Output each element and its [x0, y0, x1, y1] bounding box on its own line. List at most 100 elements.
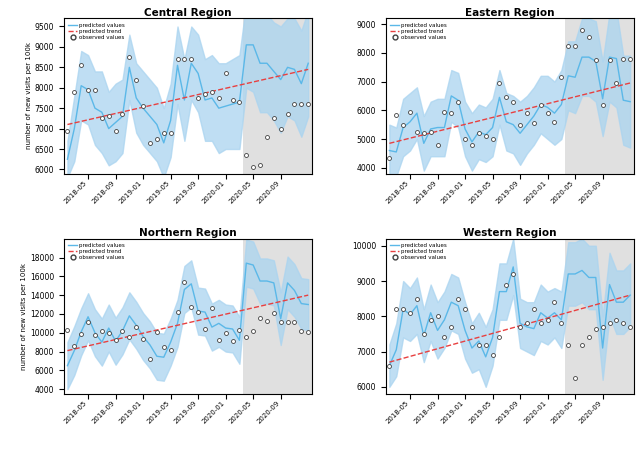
- Title: Western Region: Western Region: [463, 228, 557, 238]
- Point: [221, 329, 231, 337]
- Point: [522, 109, 532, 117]
- Point: [90, 86, 100, 93]
- Point: [276, 125, 286, 132]
- Point: [214, 337, 224, 344]
- Point: [426, 128, 436, 136]
- Point: [152, 328, 162, 335]
- Point: [405, 108, 415, 115]
- Point: [214, 94, 224, 102]
- Point: [474, 341, 484, 348]
- Point: [577, 26, 587, 33]
- Point: [467, 323, 477, 331]
- Point: [179, 278, 189, 286]
- Point: [193, 308, 204, 316]
- Point: [412, 128, 422, 136]
- Point: [227, 96, 237, 104]
- Legend: predicted values, predicted trend, observed values: predicted values, predicted trend, obser…: [67, 241, 127, 262]
- Point: [618, 320, 628, 327]
- Point: [508, 270, 518, 278]
- Point: [439, 334, 449, 341]
- Point: [138, 336, 148, 343]
- Bar: [565, 239, 634, 394]
- Point: [460, 305, 470, 313]
- Point: [584, 334, 594, 341]
- Point: [255, 314, 265, 322]
- Point: [138, 103, 148, 110]
- Point: [446, 109, 456, 117]
- Point: [570, 374, 580, 382]
- Point: [405, 309, 415, 316]
- Point: [494, 79, 504, 87]
- Point: [172, 55, 182, 63]
- Point: [433, 141, 443, 148]
- Point: [241, 152, 252, 159]
- Point: [446, 323, 456, 331]
- Point: [556, 320, 566, 327]
- Point: [412, 295, 422, 302]
- Point: [303, 328, 314, 335]
- Point: [391, 111, 401, 118]
- Point: [563, 42, 573, 49]
- Point: [543, 109, 553, 117]
- Point: [419, 130, 429, 137]
- Point: [433, 313, 443, 320]
- Bar: [565, 18, 634, 174]
- Point: [117, 327, 127, 334]
- Point: [166, 346, 176, 353]
- Title: Central Region: Central Region: [144, 7, 232, 17]
- Point: [501, 281, 511, 288]
- Point: [474, 130, 484, 137]
- Point: [124, 54, 134, 61]
- Point: [111, 127, 121, 134]
- Point: [563, 341, 573, 348]
- Point: [384, 362, 394, 369]
- Point: [269, 309, 279, 316]
- Point: [494, 334, 504, 341]
- Point: [262, 133, 272, 141]
- Point: [426, 316, 436, 323]
- Point: [398, 305, 408, 313]
- Point: [97, 114, 107, 122]
- Legend: predicted values, predicted trend, observed values: predicted values, predicted trend, obser…: [388, 21, 449, 42]
- Point: [584, 33, 594, 41]
- Point: [90, 331, 100, 338]
- Point: [529, 305, 539, 313]
- Point: [515, 121, 525, 128]
- Point: [453, 98, 463, 105]
- Point: [419, 330, 429, 338]
- Bar: [243, 239, 312, 394]
- Point: [439, 108, 449, 115]
- Point: [467, 141, 477, 148]
- Point: [255, 162, 265, 169]
- Point: [234, 326, 244, 333]
- Point: [508, 98, 518, 105]
- Point: [179, 55, 189, 63]
- Point: [296, 327, 307, 334]
- Point: [207, 305, 217, 312]
- Point: [104, 113, 114, 120]
- Point: [76, 62, 86, 69]
- Point: [282, 319, 292, 326]
- Point: [76, 330, 86, 338]
- Point: [186, 55, 196, 63]
- Point: [111, 337, 121, 344]
- Point: [604, 320, 614, 327]
- Title: Northern Region: Northern Region: [139, 228, 237, 238]
- Point: [625, 323, 636, 331]
- Point: [234, 98, 244, 106]
- Point: [453, 295, 463, 302]
- Point: [131, 323, 141, 331]
- Point: [501, 94, 511, 101]
- Point: [522, 320, 532, 327]
- Point: [62, 127, 72, 134]
- Point: [543, 316, 553, 323]
- Legend: predicted values, predicted trend, observed values: predicted values, predicted trend, obser…: [67, 21, 127, 42]
- Point: [262, 318, 272, 325]
- Point: [536, 320, 546, 327]
- Point: [289, 319, 300, 326]
- Point: [515, 323, 525, 331]
- Point: [193, 94, 204, 102]
- Point: [152, 135, 162, 142]
- Point: [604, 56, 614, 64]
- Point: [536, 101, 546, 108]
